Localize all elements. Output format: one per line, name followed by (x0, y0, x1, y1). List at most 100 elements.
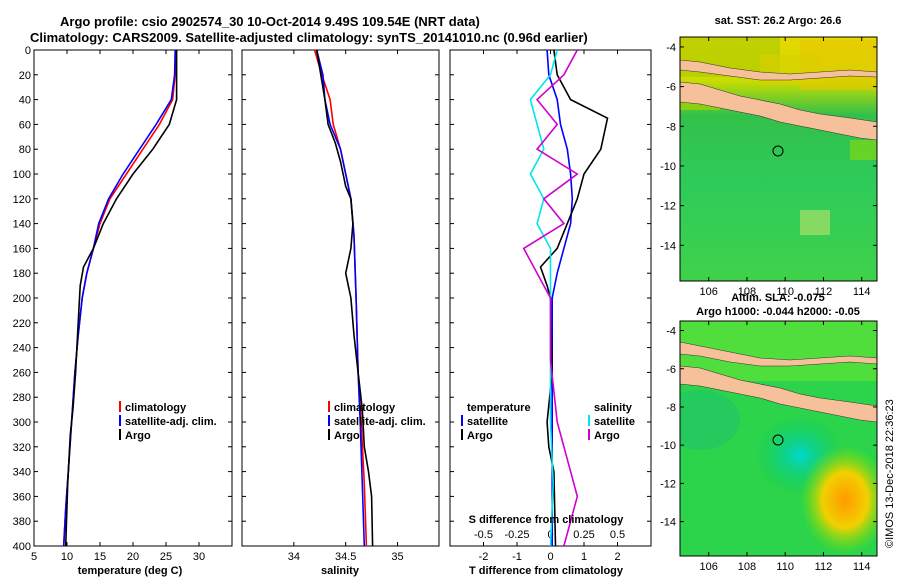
legend-s-satellite: satellite (594, 416, 635, 428)
map-y-tick-label: -12 (660, 478, 676, 490)
y-tick-label: 40 (19, 95, 31, 107)
difference-legend: temperature satellite Argo salinity sate… (461, 402, 635, 442)
s-diff-tick-label: -0.5 (474, 529, 493, 541)
legend-argo: Argo (334, 430, 360, 442)
y-tick-label: 380 (13, 516, 31, 528)
map-y-tick-label: -10 (660, 440, 676, 452)
temperature-plot: 0 20 40 60 80 100 120 140 160 180 200 220 240 260 280 3… (13, 45, 232, 563)
legend-climatology: climatology (125, 402, 187, 414)
sst-map-image (680, 37, 877, 281)
y-tick-label: 260 (13, 367, 31, 379)
x-tick-label: 5 (31, 551, 37, 563)
argo-location-marker (772, 434, 784, 446)
map-y-tick-label: -6 (666, 82, 676, 94)
x-tick-label: 25 (160, 551, 172, 563)
s-difference-xlabel: S difference from climatology (469, 514, 625, 526)
difference-plot: -2 -1 0 1 2-0.5 -0.25 0 0.25 0.5 (450, 49, 651, 563)
series-line-argo (64, 50, 178, 547)
map-x-tick-label: 110 (776, 286, 794, 298)
sumatra-land (680, 341, 877, 367)
y-tick-label: 200 (13, 293, 31, 305)
temperature-legend: climatology satellite-adj. clim. Argo (119, 401, 217, 442)
y-tick-label: 400 (13, 541, 31, 553)
x-tick-label: 35 (391, 551, 403, 563)
series-line-climatology (62, 49, 177, 547)
sst-map-frame (679, 36, 878, 282)
map-y-tick-label: -10 (660, 161, 676, 173)
map-y-tick-label: -6 (666, 364, 676, 376)
s-diff-tick-label: -0.25 (504, 529, 529, 541)
legend-t-satellite: satellite (467, 416, 508, 428)
map-x-tick-label: 112 (815, 286, 833, 298)
sla-map-axes: 106 108 110 112 114 -4 -6 -8 -10 -12 -14 (660, 321, 877, 573)
y-tick-label: 60 (19, 119, 31, 131)
salinity-plot: 34 34.5 35 (242, 49, 439, 563)
argo-location-marker (772, 145, 784, 157)
map-x-tick-label: 106 (700, 561, 718, 573)
legend-climatology: climatology (334, 402, 396, 414)
series-line-s-argo (522, 49, 579, 547)
map-y-tick-label: -12 (660, 201, 676, 213)
legend-satellite-adj: satellite-adj. clim. (125, 416, 217, 428)
y-tick-label: 300 (13, 417, 31, 429)
legend-s-argo: Argo (594, 430, 620, 442)
y-tick-label: 0 (25, 45, 31, 57)
sumatra-land (680, 59, 877, 81)
s-diff-tick-label: 0.5 (610, 529, 625, 541)
y-tick-label: 220 (13, 318, 31, 330)
y-tick-label: 280 (13, 392, 31, 404)
y-tick-label: 340 (13, 467, 31, 479)
sla-map-subtitle: Argo h1000: -0.044 h2000: -0.05 (696, 306, 860, 318)
map-x-tick-label: 112 (815, 561, 833, 573)
x-tick-label: 0 (547, 551, 553, 563)
map-x-tick-label: 114 (853, 561, 871, 573)
x-tick-label: 15 (94, 551, 106, 563)
y-tick-label: 100 (13, 169, 31, 181)
java-land (680, 81, 877, 141)
y-tick-label: 80 (19, 144, 31, 156)
map-y-tick-label: -8 (666, 121, 676, 133)
map-y-tick-label: -14 (660, 517, 676, 529)
sst-map-title: sat. SST: 26.2 Argo: 26.6 (715, 15, 842, 27)
sla-map-title: Altim. SLA: -0.075 (731, 292, 825, 304)
legend-temperature-header: temperature (467, 402, 531, 414)
map-y-tick-label: -8 (666, 402, 676, 414)
series-line-climatology (313, 49, 368, 547)
java-land (680, 365, 877, 423)
x-tick-label: 1 (581, 551, 587, 563)
legend-satellite-adj: satellite-adj. clim. (334, 416, 426, 428)
series-line-argo (315, 49, 374, 547)
x-tick-label: 10 (61, 551, 73, 563)
legend-salinity-header: salinity (594, 402, 633, 414)
y-tick-label: 180 (13, 268, 31, 280)
y-tick-label: 120 (13, 194, 31, 206)
legend-t-argo: Argo (467, 430, 493, 442)
y-tick-label: 160 (13, 243, 31, 255)
sla-map-image (680, 321, 877, 556)
map-x-tick-label: 108 (738, 286, 756, 298)
x-tick-label: 34.5 (335, 551, 356, 563)
map-x-tick-label: 108 (738, 561, 756, 573)
y-tick-label: 320 (13, 442, 31, 454)
salinity-legend: climatology satellite-adj. clim. Argo (328, 401, 426, 442)
x-tick-label: 20 (127, 551, 139, 563)
legend-argo: Argo (125, 430, 151, 442)
figure-title-line1: Argo profile: csio 2902574_30 10-Oct-201… (60, 14, 480, 29)
map-y-tick-label: -4 (666, 326, 676, 338)
salinity-xlabel: salinity (321, 565, 360, 577)
imos-watermark: ©IMOS 13-Dec-2018 22:36:23 (884, 399, 896, 548)
temperature-panel-frame (33, 49, 233, 547)
map-x-tick-label: 106 (700, 286, 718, 298)
figure-title-line2: Climatology: CARS2009. Satellite-adjuste… (30, 30, 588, 45)
series-line-satellite-adj-clim- (315, 49, 366, 547)
x-tick-label: -2 (479, 551, 489, 563)
y-tick-label: 20 (19, 70, 31, 82)
map-y-tick-label: -4 (666, 42, 676, 54)
map-x-tick-label: 114 (853, 286, 871, 298)
t-difference-xlabel: T difference from climatology (469, 565, 624, 577)
map-y-tick-label: -14 (660, 240, 676, 252)
sla-map-frame (679, 320, 878, 557)
salinity-panel-frame (241, 49, 440, 547)
sst-map-axes: 106 108 110 112 114 -4 -6 -8 -10 -12 -14 (660, 37, 877, 298)
